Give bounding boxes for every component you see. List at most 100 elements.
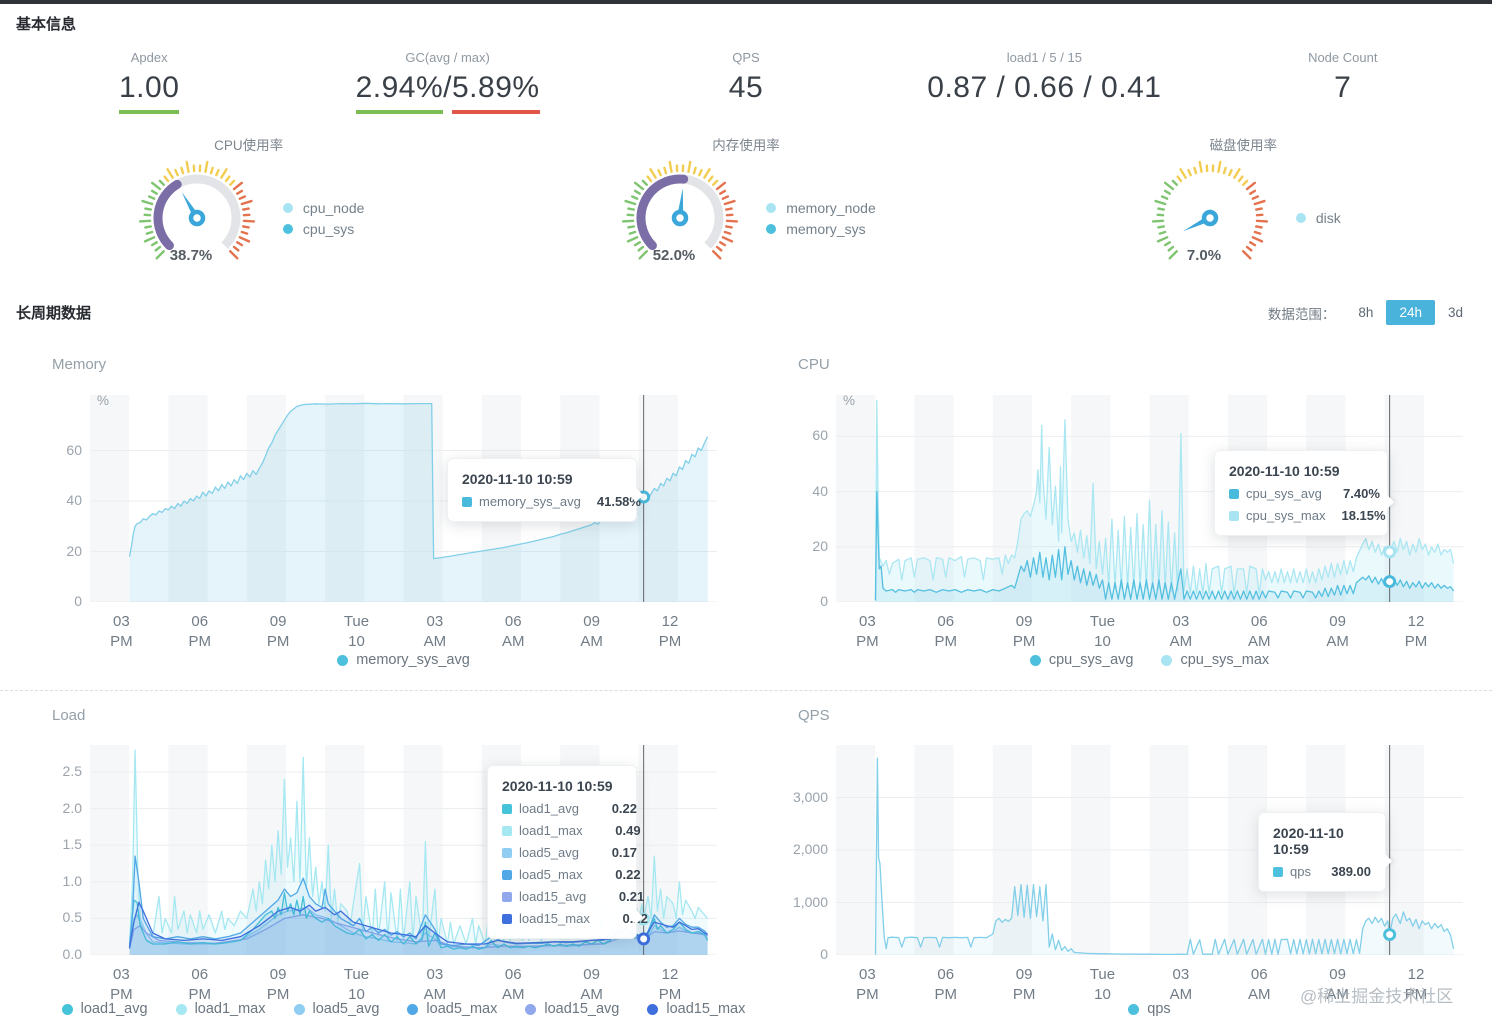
metric-label: Apdex bbox=[130, 50, 168, 65]
metric-node-count: Node Count 7 bbox=[1194, 38, 1492, 110]
gauge-legend-item[interactable]: memory_sys bbox=[766, 221, 876, 237]
legend-item-load15_max[interactable]: load15_max bbox=[647, 1001, 745, 1017]
legend-label: load1_max bbox=[194, 1001, 266, 1017]
tooltip-row: cpu_sys_max 18.15% bbox=[1229, 508, 1386, 523]
metric-qps: QPS 45 bbox=[597, 38, 895, 110]
x-axis-label: 03 AM bbox=[423, 966, 447, 1004]
range-option-8h[interactable]: 8h bbox=[1358, 304, 1374, 320]
gauge-memory: 内存使用率 52.0% memory_node memory_sys bbox=[497, 128, 994, 285]
metric-label: Node Count bbox=[1308, 50, 1378, 65]
x-axis-label: 06 AM bbox=[1247, 613, 1271, 651]
legend-item-load5_avg[interactable]: load5_avg bbox=[293, 1001, 379, 1017]
series-line-cpu_sys_avg bbox=[874, 490, 1455, 601]
chart-legend: cpu_sys_avg cpu_sys_max bbox=[836, 652, 1463, 668]
y-axis-label: 0 bbox=[74, 593, 82, 609]
chart-legend: load1_avg load1_max load5_avg load5_max load… bbox=[61, 1001, 745, 1017]
gauge-legend-item[interactable]: memory_node bbox=[766, 200, 876, 216]
y-axis-unit: % bbox=[97, 393, 110, 408]
x-axis-label: 06 PM bbox=[934, 966, 957, 1004]
tooltip-series-label: load1_max bbox=[519, 823, 583, 838]
tooltip-row: cpu_sys_avg 7.40% bbox=[1229, 486, 1380, 501]
metric-value-part: 2.94% bbox=[355, 71, 444, 114]
metric-label: QPS bbox=[732, 50, 760, 65]
gauge-body: 38.7% cpu_node cpu_sys bbox=[133, 154, 365, 282]
gauge-legend-item[interactable]: cpu_sys bbox=[282, 220, 365, 237]
gauge-legend-item[interactable]: disk bbox=[1295, 210, 1341, 226]
legend-dot-icon bbox=[337, 654, 349, 666]
y-axis-label: 1.0 bbox=[62, 872, 82, 889]
chart-title: Memory bbox=[52, 356, 107, 373]
legend-item-cpu_sys_max[interactable]: cpu_sys_max bbox=[1161, 652, 1269, 668]
y-axis-label: 3,000 bbox=[792, 788, 828, 805]
legend-label: cpu_sys_max bbox=[1180, 652, 1270, 668]
gauge-legend: cpu_node cpu_sys bbox=[282, 195, 365, 242]
gauge-legend: disk bbox=[1295, 205, 1341, 231]
metric-value: 7 bbox=[1194, 71, 1492, 110]
range-label: 数据范围： bbox=[1267, 306, 1336, 322]
chart-title: QPS bbox=[798, 707, 830, 724]
legend-item-cpu_sys_avg[interactable]: cpu_sys_avg bbox=[1029, 652, 1133, 668]
y-axis-label: 60 bbox=[66, 441, 82, 458]
x-axis-label: 06 PM bbox=[188, 613, 211, 651]
chart-tooltip: 2020-11-10 10:59 qps 389.00 bbox=[1258, 812, 1393, 892]
gauge-legend-label: cpu_sys bbox=[302, 220, 355, 237]
tooltip-series-swatch bbox=[502, 869, 512, 880]
chart-plot-area[interactable] bbox=[90, 395, 717, 602]
x-axis-label: 09 AM bbox=[580, 966, 603, 1004]
x-axis-label: 03 AM bbox=[1169, 966, 1193, 1004]
y-axis-label: 40 bbox=[66, 492, 82, 509]
y-axis-label: 0 bbox=[820, 593, 828, 609]
chart-legend: memory_sys_avg bbox=[90, 652, 717, 668]
tooltip-series-swatch bbox=[502, 913, 512, 924]
x-axis-label: 06 AM bbox=[501, 613, 525, 651]
legend-dot-icon bbox=[1161, 654, 1173, 666]
tooltip-series-value: 41.58% bbox=[596, 494, 641, 509]
x-axis-label: 12 PM bbox=[1404, 613, 1428, 651]
chart-panel-memory: Memory 0 20 40 60% 03 PM 06 PM 09 PM Tue 10 03 AM 06 AM 0… bbox=[0, 340, 746, 690]
legend-item-load5_max[interactable]: load5_max bbox=[407, 1001, 497, 1017]
chart-tooltip: 2020-11-10 10:59 load1_avg 0.22 load1_max 0.… bbox=[487, 765, 648, 939]
tooltip-series-label: qps bbox=[1290, 864, 1311, 879]
tooltip-series-label: load5_avg bbox=[519, 845, 579, 860]
legend-dot-icon bbox=[175, 1003, 187, 1015]
x-axis-label: Tue 10 bbox=[343, 966, 370, 1004]
metric-value-part: 45 bbox=[728, 71, 764, 104]
legend-item-load15_avg[interactable]: load15_avg bbox=[525, 1001, 619, 1017]
legend-item-qps[interactable]: qps bbox=[1128, 1001, 1171, 1017]
gauge-title: 磁盘使用率 bbox=[1209, 138, 1278, 153]
x-axis-label: 12 PM bbox=[658, 613, 682, 651]
basic-info-title: 基本信息 bbox=[16, 16, 77, 33]
legend-label: load15_avg bbox=[544, 1001, 620, 1017]
tooltip-series-label: memory_sys_avg bbox=[479, 494, 581, 509]
x-axis-label: 09 AM bbox=[1326, 613, 1349, 651]
metric-value: 1.00 bbox=[0, 71, 298, 114]
legend-dot-icon bbox=[1295, 213, 1306, 223]
legend-dot-icon bbox=[647, 1003, 659, 1015]
legend-item-memory_sys_avg[interactable]: memory_sys_avg bbox=[337, 652, 470, 668]
legend-item-load1_avg[interactable]: load1_avg bbox=[61, 1001, 148, 1017]
hover-marker bbox=[1383, 545, 1397, 559]
y-axis-label: 2,000 bbox=[792, 841, 828, 857]
tooltip-series-swatch bbox=[502, 803, 512, 814]
gauge-legend-item[interactable]: cpu_node bbox=[282, 200, 364, 216]
legend-item-load1_max[interactable]: load1_max bbox=[175, 1001, 266, 1017]
x-axis-label: 03 PM bbox=[856, 613, 879, 651]
tooltip-series-value: 0.49 bbox=[615, 823, 641, 838]
y-axis-label: 1.5 bbox=[62, 836, 82, 853]
x-axis-label: 09 PM bbox=[1012, 966, 1036, 1004]
x-axis-label: 09 PM bbox=[266, 966, 290, 1004]
legend-label: load1_avg bbox=[80, 1001, 148, 1017]
chart-title: Load bbox=[52, 707, 86, 724]
metric-label: GC(avg / max) bbox=[405, 50, 490, 65]
tooltip-series-value: 0.17 bbox=[611, 845, 637, 860]
y-axis-label: 1,000 bbox=[792, 893, 828, 910]
gauge-body: 52.0% memory_node memory_sys bbox=[616, 154, 876, 282]
legend-dot-icon bbox=[1029, 654, 1041, 666]
legend-dot-icon bbox=[766, 202, 777, 213]
range-option-24h[interactable]: 24h bbox=[1386, 299, 1435, 325]
gauge-dial: 52.0% bbox=[622, 160, 739, 264]
range-option-3d[interactable]: 3d bbox=[1447, 304, 1463, 320]
x-axis-label: 03 AM bbox=[423, 613, 447, 651]
gauge-value: 52.0% bbox=[653, 247, 696, 264]
